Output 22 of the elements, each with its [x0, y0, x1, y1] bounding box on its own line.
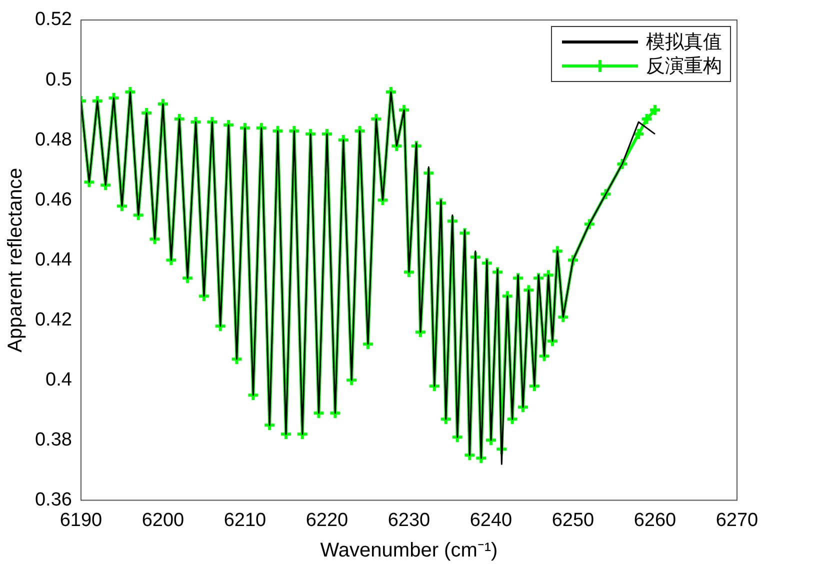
- y-tick-label: 0.4: [46, 369, 72, 390]
- x-tick-label: 6190: [60, 510, 102, 531]
- y-tick-label: 0.44: [34, 249, 72, 270]
- y-tick-label: 0.5: [46, 69, 72, 90]
- x-tick-label: 6230: [388, 510, 430, 531]
- y-axis-title: Apparent reflectance: [4, 168, 27, 352]
- x-axis-title: Wavenumber (cm⁻¹): [320, 540, 498, 562]
- y-tick-label: 0.36: [34, 489, 72, 510]
- legend-label: 反演重构: [646, 54, 722, 78]
- x-tick-label: 6240: [470, 510, 512, 531]
- legend-label: 模拟真值: [646, 30, 722, 54]
- x-tick-label: 6220: [306, 510, 348, 531]
- y-tick-label: 0.42: [34, 309, 72, 330]
- x-tick-label: 6200: [142, 510, 184, 531]
- x-tick-label: 6260: [634, 510, 676, 531]
- x-tick-label: 6250: [552, 510, 594, 531]
- y-tick-label: 0.48: [34, 129, 72, 150]
- x-tick-label: 6270: [716, 510, 758, 531]
- x-tick-label: 6210: [224, 510, 266, 531]
- y-tick-label: 0.46: [34, 189, 72, 210]
- y-tick-label: 0.52: [34, 9, 72, 30]
- y-tick-label: 0.38: [34, 429, 72, 450]
